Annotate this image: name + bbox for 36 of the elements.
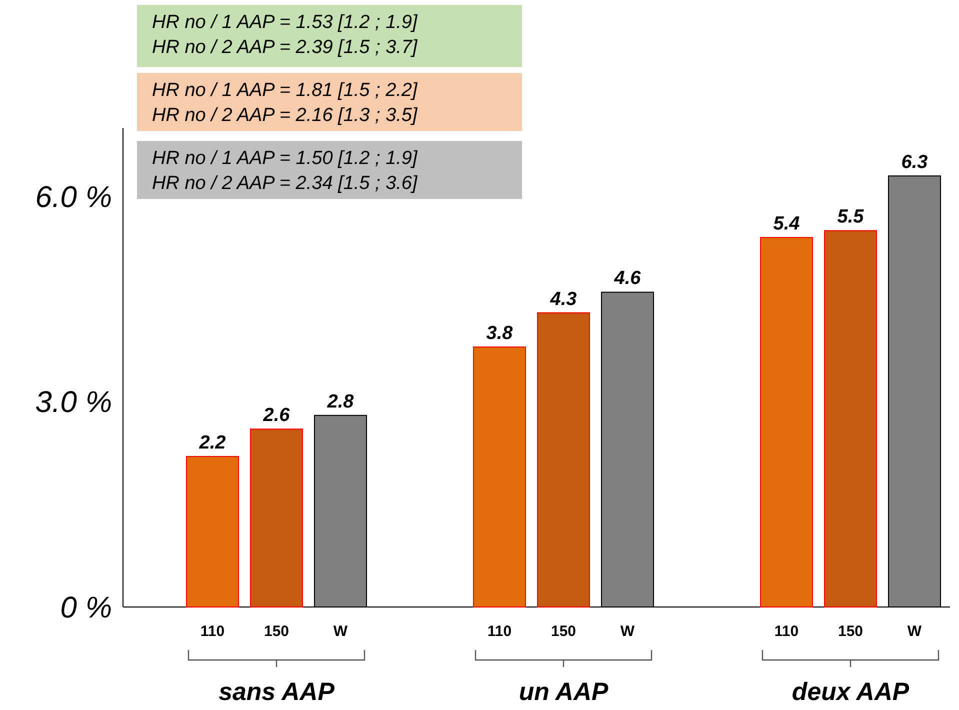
bar [824,230,877,608]
data-label: 6.3 [901,152,928,173]
text: HR no / 1 AAP = 1.53 [1.2 ; 1.9] [152,12,418,33]
data-label: 2.6 [262,405,290,426]
text: 110 [774,623,799,640]
series-label: 150 [264,623,290,640]
text: 150 [838,623,864,640]
data-label: 3.8 [486,322,514,344]
series-label: W [333,623,348,640]
text: W [907,623,922,640]
annotation: HR no / 2 AAP = 2.34 [1.5 ; 3.6] [152,173,418,194]
y-tick-label: 6.0 % [35,180,112,214]
text: 150 [550,623,576,640]
bar [760,236,813,608]
y-tick-label: 0 % [60,592,112,624]
x-tick-label: un AAP [518,678,608,706]
text: 110 [487,623,512,640]
text: HR no / 1 AAP = 1.81 [1.5 ; 2.2] [152,80,418,101]
data-label: 4.3 [549,288,578,310]
series-label: 110 [200,623,225,640]
bar [473,346,526,608]
bar [250,428,303,608]
x-tick-label: sans AAP [218,678,335,706]
bar [186,456,239,608]
y-tick-label: 3.0 % [35,386,112,420]
annotation: HR no / 1 AAP = 1.50 [1.2 ; 1.9] [152,148,418,169]
x-tick-label: deux AAP [792,678,910,706]
data-label: 4.6 [613,268,642,290]
bar [537,312,590,608]
data-label: 5.4 [773,213,800,234]
data-label: 2.8 [326,391,354,412]
text: W [620,623,635,640]
text: HR no / 2 AAP = 2.39 [1.5 ; 3.7] [152,37,418,58]
text: HR no / 2 AAP = 2.16 [1.3 ; 3.5] [152,105,418,126]
data-label: 5.5 [837,206,864,228]
data-label: 2.2 [198,432,226,454]
